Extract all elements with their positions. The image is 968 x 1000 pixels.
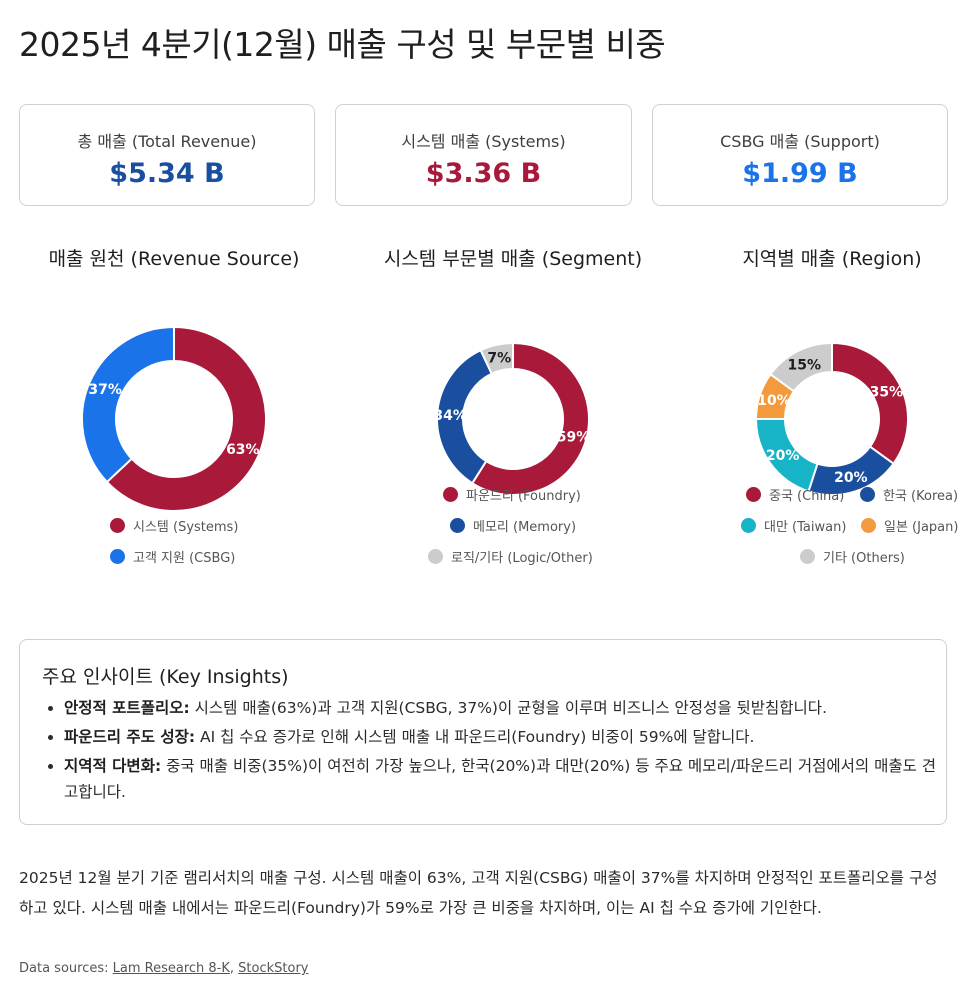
legend-label: 대만 (Taiwan) xyxy=(764,520,847,535)
donut-slice-label: 59% xyxy=(557,430,591,446)
chart-region: 지역별 매출 (Region) 35% 20% 20% 10% 15% xyxy=(696,244,968,511)
donut-slice-label: 15% xyxy=(788,358,822,374)
donut-slice xyxy=(831,341,909,466)
donut-slice xyxy=(105,325,267,511)
source-link-stockstory[interactable]: StockStory xyxy=(238,961,309,976)
page-title: 2025년 4분기(12월) 매출 구성 및 부문별 비중 xyxy=(19,25,666,64)
insight-title: 안정적 포트폴리오: xyxy=(64,699,190,717)
kpi-card-systems: 시스템 매출 (Systems) $3.36 B xyxy=(335,104,632,206)
kpi-value: $1.99 B xyxy=(742,158,858,189)
legend-label: 일본 (Japan) xyxy=(884,520,959,535)
donut-chart-segment: 59% 34% 7% xyxy=(433,341,591,496)
insight-item: 안정적 포트폴리오: 시스템 매출(63%)과 고객 지원(CSBG, 37%)… xyxy=(64,695,944,721)
insights-list: 안정적 포트폴리오: 시스템 매출(63%)과 고객 지원(CSBG, 37%)… xyxy=(42,695,944,808)
donut-slice-label: 35% xyxy=(870,384,904,400)
legend-item-taiwan: 대만 (Taiwan) xyxy=(741,516,846,535)
legend-swatch xyxy=(110,518,125,533)
kpi-label: 총 매출 (Total Revenue) xyxy=(77,132,257,151)
legend-label: 고객 지원 (CSBG) xyxy=(133,551,236,566)
legend-item-japan: 일본 (Japan) xyxy=(861,516,958,535)
legend-swatch xyxy=(428,549,443,564)
legend-label: 중국 (China) xyxy=(769,489,845,504)
legend-label: 로직/기타 (Logic/Other) xyxy=(451,551,593,566)
kpi-card-total-revenue: 총 매출 (Total Revenue) $5.34 B xyxy=(19,104,315,206)
legend-item-memory: 메모리 (Memory) xyxy=(450,516,576,535)
legend-swatch xyxy=(746,487,761,502)
legend-swatch xyxy=(110,549,125,564)
donut-slice-label: 63% xyxy=(226,442,260,458)
legend-swatch xyxy=(450,518,465,533)
kpi-value: $5.34 B xyxy=(109,158,225,189)
insight-item: 파운드리 주도 성장: AI 칩 수요 증가로 인해 시스템 매출 내 파운드리… xyxy=(64,724,944,750)
insight-title: 지역적 다변화: xyxy=(64,757,162,775)
donut-slice-label: 20% xyxy=(766,448,800,464)
legend-item-logic-other: 로직/기타 (Logic/Other) xyxy=(428,547,593,566)
kpi-label: 시스템 매출 (Systems) xyxy=(401,132,566,151)
legend-label: 기타 (Others) xyxy=(823,551,905,566)
insight-text: AI 칩 수요 증가로 인해 시스템 매출 내 파운드리(Foundry) 비중… xyxy=(195,728,755,746)
donut-chart-revenue-source: 63% 37% xyxy=(81,325,267,511)
legend-item-systems: 시스템 (Systems) xyxy=(110,516,238,535)
legend-item-china: 중국 (China) xyxy=(746,485,844,504)
kpi-label: CSBG 매출 (Support) xyxy=(720,132,880,151)
legend-item-foundry: 파운드리 (Foundry) xyxy=(443,485,581,504)
sources-prefix: Data sources: xyxy=(19,961,113,976)
insights-heading: 주요 인사이트 (Key Insights) xyxy=(42,666,289,688)
insight-title: 파운드리 주도 성장: xyxy=(64,728,196,746)
legend-item-others: 기타 (Others) xyxy=(800,547,905,566)
legend-swatch xyxy=(741,518,756,533)
data-sources: Data sources: Lam Research 8-K, StockSto… xyxy=(19,961,309,976)
legend-swatch xyxy=(800,549,815,564)
donut-slice-label: 7% xyxy=(487,351,511,367)
donut-slice-label: 34% xyxy=(433,408,467,424)
legend-item-korea: 한국 (Korea) xyxy=(860,485,958,504)
chart-title: 시스템 부문별 매출 (Segment) xyxy=(383,248,643,270)
kpi-value: $3.36 B xyxy=(425,158,542,189)
insight-text: 중국 매출 비중(35%)이 여전히 가장 높으나, 한국(20%)과 대만(2… xyxy=(64,757,937,801)
chart-segment: 시스템 부문별 매출 (Segment) 59% 34% 7% xyxy=(358,244,668,511)
key-insights-panel: 주요 인사이트 (Key Insights) 안정적 포트폴리오: 시스템 매출… xyxy=(19,639,947,825)
chart-title: 지역별 매출 (Region) xyxy=(742,248,922,270)
donut-slice-label: 37% xyxy=(88,382,122,398)
legend-item-csbg: 고객 지원 (CSBG) xyxy=(110,547,235,566)
donut-chart-region: 35% 20% 20% 10% 15% xyxy=(754,341,909,496)
donut-slice-label: 10% xyxy=(757,393,791,409)
donut-slice xyxy=(81,325,175,484)
sources-separator: , xyxy=(229,961,239,976)
donut-slice-label: 20% xyxy=(834,470,868,486)
chart-title: 매출 원천 (Revenue Source) xyxy=(48,248,300,270)
insight-item: 지역적 다변화: 중국 매출 비중(35%)이 여전히 가장 높으나, 한국(2… xyxy=(64,753,944,805)
legend-label: 시스템 (Systems) xyxy=(133,520,239,535)
donut-slice xyxy=(479,341,514,376)
kpi-card-csbg: CSBG 매출 (Support) $1.99 B xyxy=(652,104,948,206)
donut-slice xyxy=(470,341,590,496)
legend-label: 한국 (Korea) xyxy=(883,489,959,504)
donut-slice xyxy=(769,341,833,393)
source-link-lam-research[interactable]: Lam Research 8-K xyxy=(112,961,230,976)
legend-label: 파운드리 (Foundry) xyxy=(466,489,581,504)
chart-revenue-source: 매출 원천 (Revenue Source) 63% 37% xyxy=(19,244,329,511)
legend-swatch xyxy=(443,487,458,502)
legend-swatch xyxy=(861,518,876,533)
legend-swatch xyxy=(860,487,875,502)
summary-paragraph: 2025년 12월 분기 기준 램리서치의 매출 구성. 시스템 매출이 63%… xyxy=(19,869,938,917)
legend-label: 메모리 (Memory) xyxy=(473,520,577,535)
insight-text: 시스템 매출(63%)과 고객 지원(CSBG, 37%)이 균형을 이루며 비… xyxy=(189,699,827,717)
